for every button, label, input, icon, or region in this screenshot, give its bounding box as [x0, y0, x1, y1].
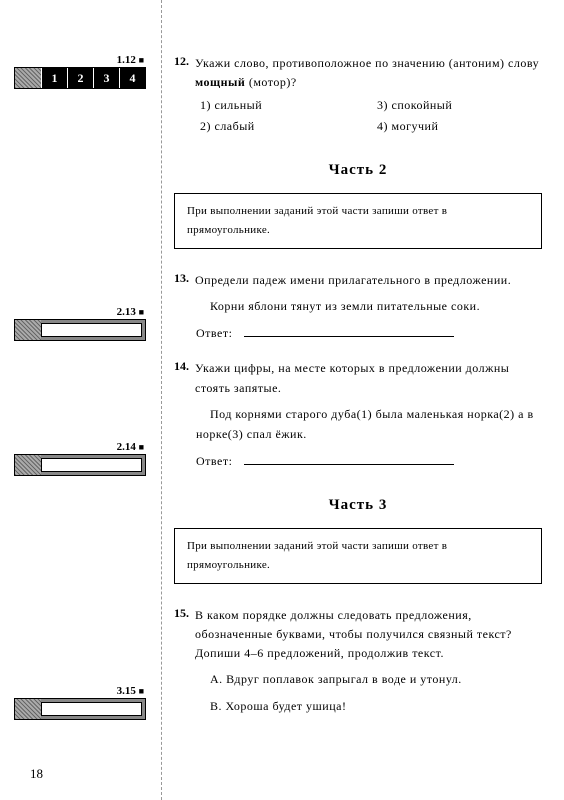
widget-label: 1.12 ■ [14, 54, 146, 66]
answer-line: Ответ: [174, 326, 542, 341]
hatch-icon [15, 699, 41, 719]
answer-field[interactable] [41, 323, 142, 337]
widget-label: 2.14 ■ [14, 441, 146, 453]
answer-rule[interactable] [244, 336, 454, 337]
answer-widget-13: 2.13 ■ [14, 306, 146, 341]
bubble-cell[interactable]: 2 [67, 68, 93, 88]
answer-label: Ответ: [196, 454, 232, 468]
question-number: 13. [174, 271, 189, 290]
hatch-icon [15, 320, 41, 340]
question-number: 12. [174, 54, 189, 92]
question-14: 14. Укажи цифры, на месте которых в пред… [174, 359, 542, 397]
option: 3) спокойный [377, 98, 542, 113]
widget-label: 3.15 ■ [14, 685, 146, 697]
answer-widget-15: 3.15 ■ [14, 685, 146, 720]
bubble-cells: 1 2 3 4 [41, 68, 145, 88]
question-text: В каком порядке должны следовать предлож… [195, 606, 542, 664]
sentence-a: А. Вдруг поплавок запрыгал в воде и утон… [174, 669, 542, 689]
text-row[interactable] [14, 698, 146, 720]
question-12: 12. Укажи слово, противоположное по знач… [174, 54, 542, 92]
bubble-cell[interactable]: 3 [93, 68, 119, 88]
answer-column: 1.12 ■ 1 2 3 4 2.13 ■ 2.14 ■ [0, 0, 162, 800]
content-column: 12. Укажи слово, противоположное по знач… [162, 0, 564, 800]
widget-label: 2.13 ■ [14, 306, 146, 318]
answer-line: Ответ: [174, 454, 542, 469]
bubble-cell[interactable]: 1 [41, 68, 67, 88]
question-15: 15. В каком порядке должны следовать пре… [174, 606, 542, 664]
question-sentence: Под корнями старого дуба(1) была маленьк… [174, 404, 542, 445]
sentence-b: В. Хороша будет ушица! [174, 696, 542, 716]
answer-label: Ответ: [196, 326, 232, 340]
bubble-cell[interactable]: 4 [119, 68, 145, 88]
hatch-icon [15, 455, 41, 475]
question-13: 13. Определи падеж имени прилагательного… [174, 271, 542, 290]
instruction-box: При выполнении заданий этой части запиши… [174, 528, 542, 583]
question-text: Укажи цифры, на месте которых в предложе… [195, 359, 542, 397]
options-grid: 1) сильный 3) спокойный 2) слабый 4) мог… [174, 98, 542, 134]
question-text: Определи падеж имени прилагательного в п… [195, 271, 511, 290]
answer-rule[interactable] [244, 464, 454, 465]
section-title-part2: Часть 2 [174, 162, 542, 179]
question-number: 15. [174, 606, 189, 664]
bubble-row[interactable]: 1 2 3 4 [14, 67, 146, 89]
question-sentence: Корни яблони тянут из земли питательные … [174, 296, 542, 316]
page-number: 18 [30, 766, 43, 782]
text-row[interactable] [14, 454, 146, 476]
option: 2) слабый [200, 119, 365, 134]
instruction-box: При выполнении заданий этой части запиши… [174, 193, 542, 248]
option: 4) могучий [377, 119, 542, 134]
section-title-part3: Часть 3 [174, 497, 542, 514]
answer-widget-14: 2.14 ■ [14, 441, 146, 476]
answer-field[interactable] [41, 702, 142, 716]
text-row[interactable] [14, 319, 146, 341]
question-number: 14. [174, 359, 189, 397]
hatch-icon [15, 68, 41, 88]
question-text: Укажи слово, противоположное по значению… [195, 54, 542, 92]
answer-widget-12: 1.12 ■ 1 2 3 4 [14, 54, 146, 89]
page-root: 1.12 ■ 1 2 3 4 2.13 ■ 2.14 ■ [0, 0, 564, 800]
answer-field[interactable] [41, 458, 142, 472]
option: 1) сильный [200, 98, 365, 113]
